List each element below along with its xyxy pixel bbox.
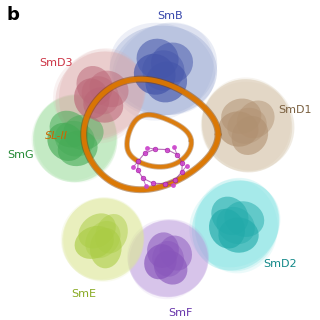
Ellipse shape <box>145 61 187 102</box>
Ellipse shape <box>33 95 116 182</box>
Ellipse shape <box>137 39 179 79</box>
Ellipse shape <box>189 181 280 267</box>
Ellipse shape <box>76 66 113 105</box>
Ellipse shape <box>61 198 143 279</box>
Ellipse shape <box>89 71 129 107</box>
Ellipse shape <box>160 236 192 271</box>
Ellipse shape <box>227 108 267 144</box>
Ellipse shape <box>129 219 209 297</box>
Ellipse shape <box>144 244 177 279</box>
Ellipse shape <box>35 94 118 181</box>
Ellipse shape <box>134 54 176 95</box>
Ellipse shape <box>147 232 179 268</box>
Ellipse shape <box>216 207 255 244</box>
Ellipse shape <box>33 96 117 183</box>
Text: SmD1: SmD1 <box>278 105 312 115</box>
Text: b: b <box>6 6 19 24</box>
Ellipse shape <box>195 178 279 271</box>
Ellipse shape <box>224 201 264 237</box>
Ellipse shape <box>209 209 245 249</box>
Ellipse shape <box>151 43 193 83</box>
Ellipse shape <box>112 23 217 116</box>
Ellipse shape <box>110 26 217 115</box>
Ellipse shape <box>55 121 95 156</box>
Text: SL-II: SL-II <box>44 131 68 141</box>
Ellipse shape <box>59 48 144 140</box>
Ellipse shape <box>211 196 248 235</box>
Ellipse shape <box>32 95 116 180</box>
Ellipse shape <box>63 199 144 282</box>
Ellipse shape <box>78 213 116 248</box>
Ellipse shape <box>55 52 145 139</box>
Ellipse shape <box>142 50 184 91</box>
Ellipse shape <box>221 99 261 134</box>
Ellipse shape <box>90 228 122 268</box>
Text: SmB: SmB <box>157 11 183 21</box>
Ellipse shape <box>128 220 208 297</box>
Ellipse shape <box>237 100 275 138</box>
Ellipse shape <box>50 111 88 148</box>
Ellipse shape <box>127 219 207 296</box>
Ellipse shape <box>74 78 109 119</box>
Ellipse shape <box>59 49 142 143</box>
Text: SmF: SmF <box>169 308 193 318</box>
Ellipse shape <box>62 198 144 281</box>
Ellipse shape <box>201 77 291 172</box>
Ellipse shape <box>85 221 120 258</box>
Text: SmD3: SmD3 <box>39 58 72 68</box>
Ellipse shape <box>82 76 119 115</box>
Ellipse shape <box>202 79 294 171</box>
Ellipse shape <box>58 131 98 166</box>
Ellipse shape <box>154 250 188 284</box>
Ellipse shape <box>218 111 259 147</box>
Ellipse shape <box>63 115 104 150</box>
Ellipse shape <box>201 82 294 172</box>
Ellipse shape <box>232 116 268 155</box>
Ellipse shape <box>202 79 292 172</box>
Ellipse shape <box>192 180 279 270</box>
Ellipse shape <box>47 123 85 161</box>
Ellipse shape <box>152 241 184 277</box>
Ellipse shape <box>114 22 213 121</box>
Text: SmG: SmG <box>7 150 34 160</box>
Ellipse shape <box>129 220 208 299</box>
Ellipse shape <box>194 180 278 273</box>
Ellipse shape <box>218 218 259 253</box>
Ellipse shape <box>83 87 123 123</box>
Text: SmE: SmE <box>71 289 96 299</box>
Ellipse shape <box>64 197 145 280</box>
Ellipse shape <box>53 52 146 136</box>
Ellipse shape <box>110 23 215 115</box>
Ellipse shape <box>95 214 128 253</box>
Ellipse shape <box>75 226 114 259</box>
Text: SmD2: SmD2 <box>264 259 297 269</box>
